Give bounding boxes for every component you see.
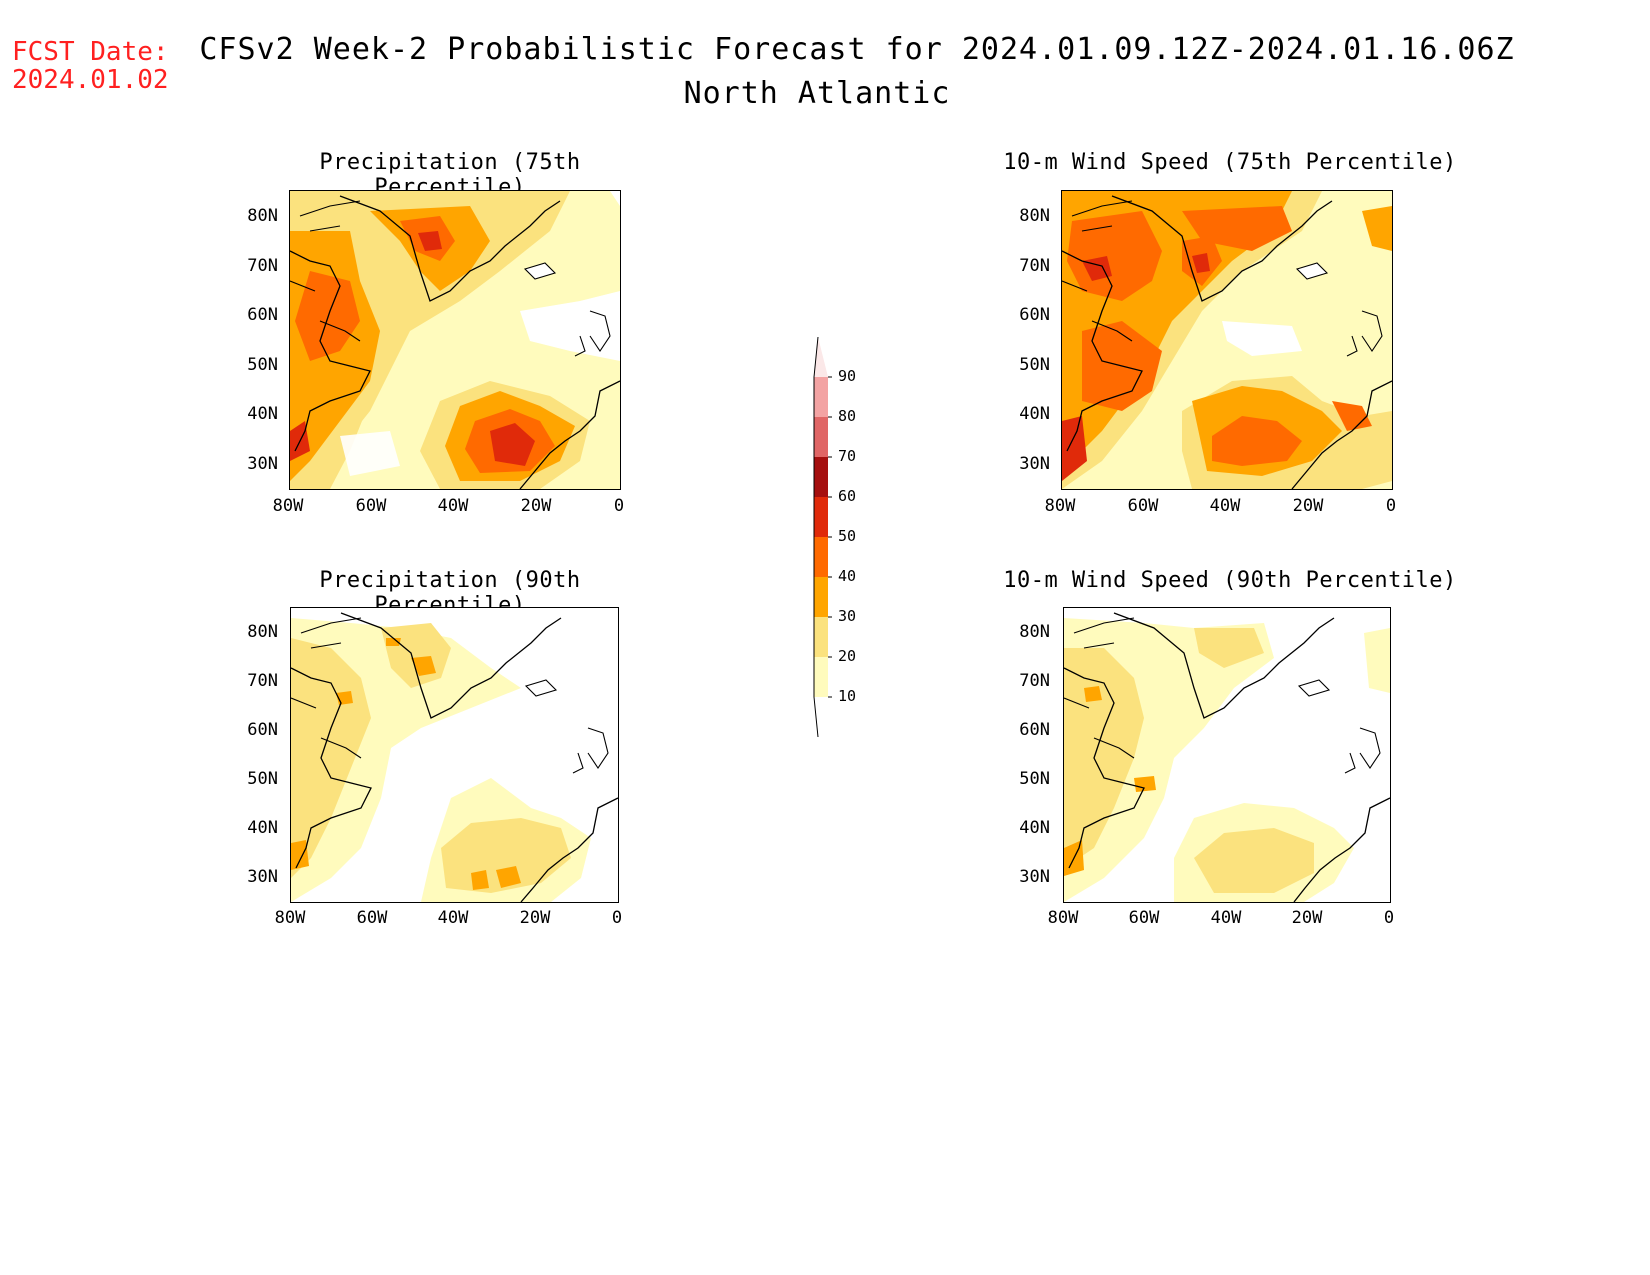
colorbar [813,336,832,738]
lat-label: 40N [1019,404,1050,424]
colorbar-label: 70 [838,447,857,465]
map-precip-90 [290,607,619,903]
lon-label: 20W [1291,908,1323,928]
colorbar-label: 60 [838,487,857,505]
lat-label: 70N [247,256,278,276]
colorbar-swatch [814,417,828,457]
fcst-date-label: FCST Date: [12,37,169,67]
lon-label: 60W [356,908,388,928]
lon-label: 20W [520,496,552,516]
lon-label: 40W [437,496,469,516]
lat-label: 30N [1019,867,1050,887]
lat-label: 50N [1019,769,1050,789]
lon-label: 40W [1210,908,1242,928]
colorbar-swatch [814,577,828,617]
lon-label: 20W [1292,496,1324,516]
lon-label: 40W [1209,496,1241,516]
panel-title-wind-90: 10-m Wind Speed (90th Percentile) [1003,568,1457,593]
colorbar-swatch [814,657,828,697]
lat-label: 50N [247,769,278,789]
lat-label: 80N [1019,206,1050,226]
colorbar-outline [813,336,819,738]
colorbar-label: 10 [838,687,857,705]
lat-label: 60N [247,305,278,325]
colorbar-swatch [814,497,828,537]
colorbar-swatch [814,537,828,577]
lat-label: 30N [247,454,278,474]
lat-label: 50N [1019,355,1050,375]
lat-label: 70N [1019,256,1050,276]
lon-label: 0 [613,496,625,516]
lat-label: 80N [1019,622,1050,642]
colorbar-label: 20 [838,647,857,665]
lon-label: 20W [519,908,551,928]
lat-label: 50N [247,355,278,375]
colorbar-swatch [814,377,828,417]
lon-label: 80W [1047,908,1079,928]
lon-label: 60W [1128,908,1160,928]
lat-label: 30N [1019,454,1050,474]
lat-label: 40N [247,818,278,838]
map-precip-75 [289,190,621,490]
lat-label: 30N [247,867,278,887]
lat-label: 40N [1019,818,1050,838]
panel-title-wind-75: 10-m Wind Speed (75th Percentile) [1003,150,1457,175]
lat-label: 60N [1019,720,1050,740]
lon-label: 0 [1383,908,1395,928]
page-subtitle: North Atlantic [683,76,951,111]
lon-label: 0 [611,908,623,928]
colorbar-swatch [814,457,828,497]
lat-label: 70N [247,671,278,691]
lon-label: 0 [1385,496,1397,516]
colorbar-swatch [814,617,828,657]
lon-label: 80W [274,908,306,928]
colorbar-label: 50 [838,527,857,545]
lon-label: 60W [1127,496,1159,516]
lat-label: 60N [247,720,278,740]
lon-label: 40W [437,908,469,928]
colorbar-label: 80 [838,407,857,425]
colorbar-label: 40 [838,567,857,585]
lon-label: 60W [355,496,387,516]
lon-label: 80W [272,496,304,516]
lat-label: 40N [247,404,278,424]
wind-90-shading [1064,608,1390,902]
lat-label: 70N [1019,671,1050,691]
fcst-date-value: 2024.01.02 [12,65,169,95]
precip-75-shading [290,191,620,489]
lat-label: 80N [247,206,278,226]
colorbar-label: 30 [838,607,857,625]
lat-label: 80N [247,622,278,642]
lon-label: 80W [1044,496,1076,516]
page-title: CFSv2 Week-2 Probabilistic Forecast for … [199,32,1515,67]
lat-label: 60N [1019,305,1050,325]
wind-75-shading [1062,191,1392,489]
precip-90-shading [291,608,618,902]
map-wind-90 [1063,607,1391,903]
map-wind-75 [1061,190,1393,490]
colorbar-label: 90 [838,367,857,385]
